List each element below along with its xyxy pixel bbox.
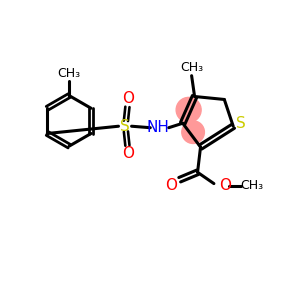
- Circle shape: [182, 121, 204, 143]
- Circle shape: [176, 98, 201, 122]
- Text: CH₃: CH₃: [240, 179, 263, 193]
- Text: O: O: [219, 178, 231, 194]
- Text: O: O: [122, 92, 134, 106]
- Text: O: O: [122, 146, 134, 161]
- Text: CH₃: CH₃: [58, 67, 81, 80]
- Text: S: S: [120, 119, 130, 134]
- Text: S: S: [236, 116, 245, 131]
- Text: CH₃: CH₃: [180, 61, 203, 74]
- Text: NH: NH: [147, 120, 170, 135]
- Text: O: O: [165, 178, 177, 193]
